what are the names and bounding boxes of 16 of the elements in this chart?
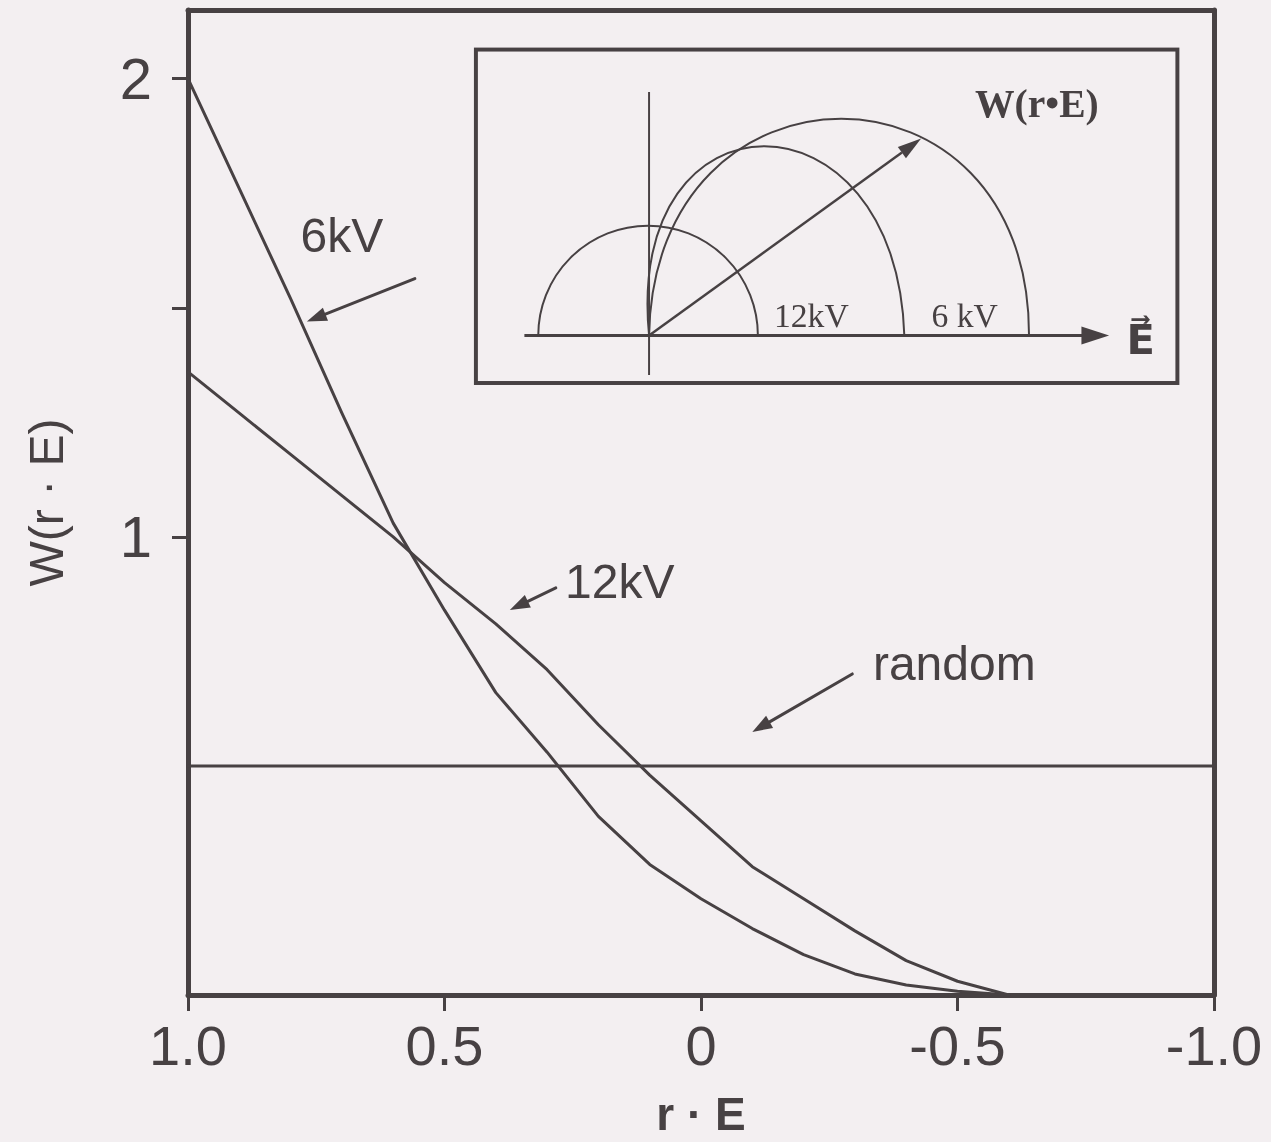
y-axis-title: W(r · E) — [19, 418, 73, 587]
annotation: 6 kV — [931, 296, 998, 334]
x-tick-label: -0.5 — [909, 1013, 1006, 1077]
series-label: 6kV — [300, 209, 384, 263]
x-tick-label: -1.0 — [1165, 1013, 1263, 1077]
x-tick-label: 1.0 — [149, 1013, 227, 1077]
annotation: 12kV — [773, 296, 849, 334]
series-label: random — [872, 637, 1036, 691]
annotation: E⃗ — [1126, 314, 1155, 364]
x-tick-label: 0.5 — [405, 1013, 484, 1077]
x-axis-title: r · E — [656, 1088, 746, 1140]
x-tick-label: 0 — [685, 1013, 717, 1077]
annotation: W(r•E) — [975, 81, 1099, 126]
y-tick-label: 1 — [119, 504, 152, 570]
y-tick-label: 2 — [119, 46, 152, 112]
legend-label: 12kV — [565, 555, 675, 609]
